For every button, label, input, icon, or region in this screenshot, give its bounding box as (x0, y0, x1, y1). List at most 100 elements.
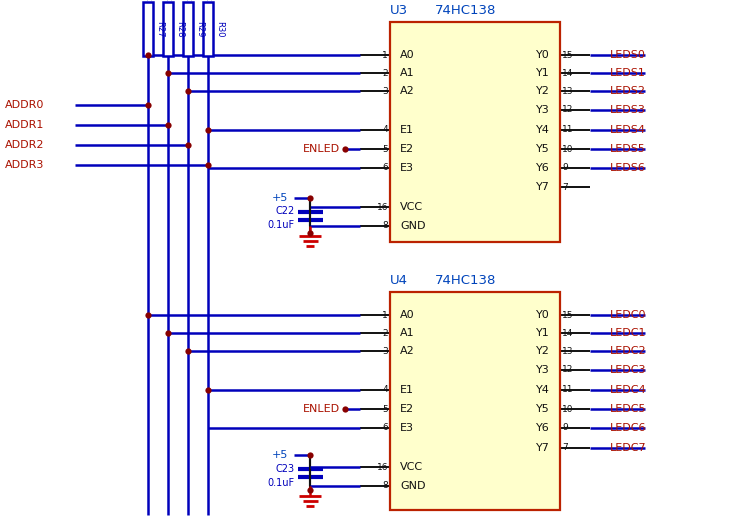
Text: A2: A2 (400, 346, 415, 356)
Text: 4.7k: 4.7k (204, 0, 212, 1)
Text: VCC: VCC (400, 462, 423, 472)
Text: U4: U4 (390, 274, 408, 287)
Text: +5: +5 (272, 450, 288, 460)
Text: 3: 3 (383, 86, 388, 96)
Text: R30: R30 (215, 21, 224, 37)
Bar (390, 22, 560, 242)
Text: LEDC1: LEDC1 (610, 328, 647, 338)
Text: Y0: Y0 (537, 310, 550, 320)
Text: 74HC138: 74HC138 (435, 4, 496, 17)
Text: Y5: Y5 (537, 144, 550, 154)
Text: R27: R27 (155, 21, 164, 37)
Text: 12: 12 (562, 366, 573, 374)
Text: C23: C23 (275, 463, 294, 474)
Text: LEDC4: LEDC4 (610, 385, 647, 395)
Text: Y5: Y5 (537, 404, 550, 414)
Text: E1: E1 (400, 385, 414, 395)
Text: E1: E1 (400, 125, 414, 135)
Text: LEDC0: LEDC0 (610, 310, 647, 320)
Text: A0: A0 (400, 310, 415, 320)
Text: 16: 16 (377, 202, 388, 212)
Text: Y2: Y2 (536, 86, 550, 96)
Text: Y0: Y0 (537, 50, 550, 60)
Text: LEDS2: LEDS2 (610, 86, 646, 96)
Text: 11: 11 (562, 125, 574, 135)
Text: GND: GND (400, 221, 426, 231)
Text: 0.1uF: 0.1uF (267, 477, 294, 488)
Text: 1: 1 (383, 310, 388, 319)
Text: 8: 8 (383, 222, 388, 230)
Text: 7: 7 (562, 183, 568, 191)
Text: 4: 4 (383, 385, 388, 395)
Text: ADDR3: ADDR3 (5, 160, 45, 170)
Text: A1: A1 (400, 328, 415, 338)
Text: 10: 10 (562, 405, 574, 413)
Text: 14: 14 (562, 69, 573, 77)
Text: LEDS3: LEDS3 (610, 105, 646, 115)
Text: 3: 3 (383, 346, 388, 356)
Text: 13: 13 (562, 346, 574, 356)
Text: 15: 15 (562, 310, 574, 319)
Text: ADDR1: ADDR1 (5, 120, 45, 130)
Text: 4.7k: 4.7k (164, 0, 172, 1)
Text: ENLED: ENLED (303, 144, 340, 154)
Text: GND: GND (400, 481, 426, 491)
Bar (203, 2, 213, 56)
Text: 4.7k: 4.7k (183, 0, 193, 1)
Text: Y2: Y2 (536, 346, 550, 356)
Text: 4.7k: 4.7k (144, 0, 153, 1)
Text: LEDC2: LEDC2 (610, 346, 647, 356)
Text: ADDR2: ADDR2 (5, 140, 45, 150)
Text: 9: 9 (562, 163, 568, 173)
Text: 13: 13 (562, 86, 574, 96)
Text: 10: 10 (562, 145, 574, 153)
Text: A1: A1 (400, 68, 415, 78)
Text: E2: E2 (400, 144, 414, 154)
Text: E3: E3 (400, 163, 414, 173)
Text: 12: 12 (562, 106, 573, 114)
Text: Y1: Y1 (537, 68, 550, 78)
Text: Y3: Y3 (537, 365, 550, 375)
Text: LEDS6: LEDS6 (610, 163, 646, 173)
Text: 5: 5 (383, 405, 388, 413)
Text: 9: 9 (562, 423, 568, 433)
Text: Y1: Y1 (537, 328, 550, 338)
Text: LEDS4: LEDS4 (610, 125, 646, 135)
Text: Y4: Y4 (536, 125, 550, 135)
Text: 74HC138: 74HC138 (435, 274, 496, 287)
Text: LEDS0: LEDS0 (610, 50, 646, 60)
Text: 2: 2 (383, 329, 388, 337)
Text: E3: E3 (400, 423, 414, 433)
Text: +5: +5 (272, 193, 288, 203)
Text: VCC: VCC (400, 202, 423, 212)
Text: R29: R29 (195, 21, 204, 37)
Text: Y7: Y7 (536, 182, 550, 192)
Text: ADDR0: ADDR0 (5, 100, 45, 110)
Text: 11: 11 (562, 385, 574, 395)
Text: U3: U3 (390, 4, 408, 17)
Text: LEDC7: LEDC7 (610, 443, 647, 453)
Text: 16: 16 (377, 462, 388, 472)
Text: C22: C22 (275, 206, 294, 216)
Text: Y6: Y6 (537, 163, 550, 173)
Text: 6: 6 (383, 163, 388, 173)
Text: 5: 5 (383, 145, 388, 153)
Bar (183, 2, 193, 56)
Text: A2: A2 (400, 86, 415, 96)
Bar (143, 2, 153, 56)
Text: R28: R28 (175, 21, 184, 37)
Text: LEDC6: LEDC6 (610, 423, 647, 433)
Text: Y6: Y6 (537, 423, 550, 433)
Text: LEDS1: LEDS1 (610, 68, 646, 78)
Text: 6: 6 (383, 423, 388, 433)
Text: 0.1uF: 0.1uF (267, 220, 294, 230)
Text: 2: 2 (383, 69, 388, 77)
Text: E2: E2 (400, 404, 414, 414)
Text: Y4: Y4 (536, 385, 550, 395)
Text: 4: 4 (383, 125, 388, 135)
Bar (390, 292, 560, 510)
Bar (163, 2, 173, 56)
Text: 14: 14 (562, 329, 573, 337)
Text: A0: A0 (400, 50, 415, 60)
Text: Y3: Y3 (537, 105, 550, 115)
